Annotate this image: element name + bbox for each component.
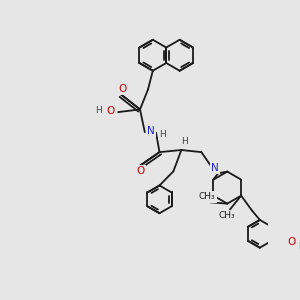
Text: H: H (159, 130, 166, 139)
Text: O: O (118, 84, 127, 94)
Text: H: H (95, 106, 102, 115)
Text: CH₃: CH₃ (199, 193, 216, 202)
Text: O: O (106, 106, 115, 116)
Text: O: O (287, 237, 295, 247)
Text: N: N (211, 163, 219, 173)
Text: H: H (181, 137, 188, 146)
Text: O: O (137, 167, 145, 176)
Text: H: H (298, 242, 300, 250)
Text: N: N (147, 126, 154, 136)
Text: CH₃: CH₃ (219, 211, 236, 220)
